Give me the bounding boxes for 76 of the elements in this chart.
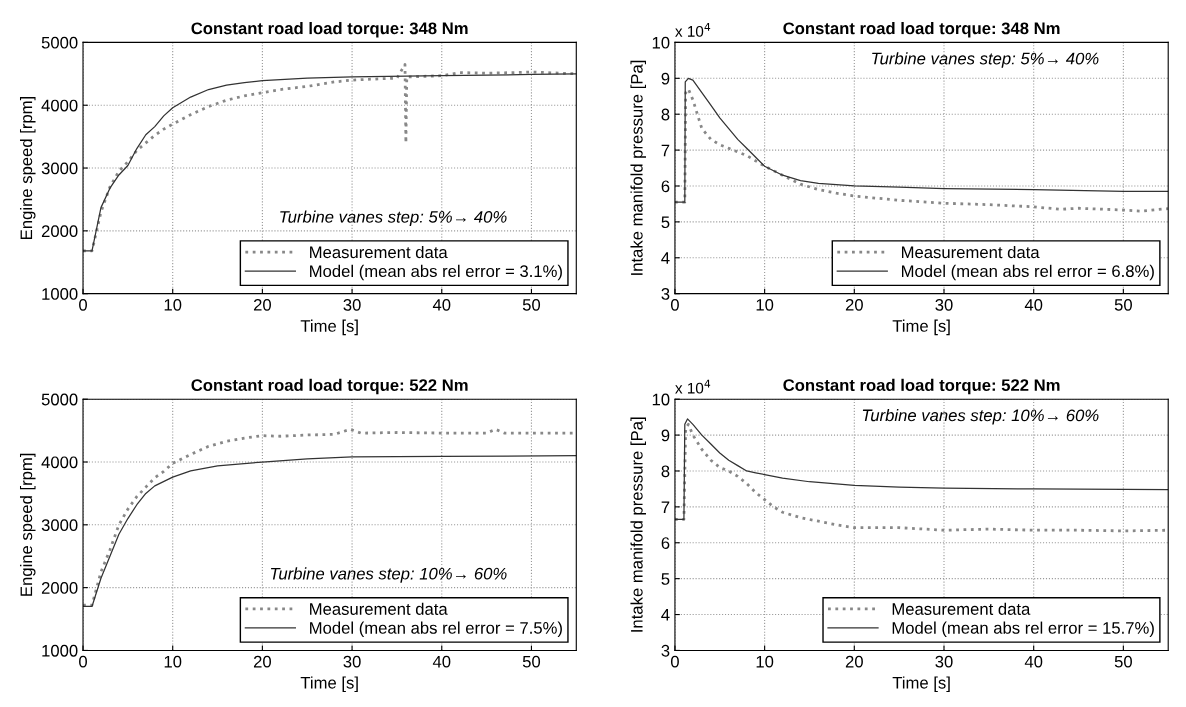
x-tick-label: 30 [343, 298, 361, 311]
y-tick-label: 10 [652, 36, 670, 49]
legend-label: Model (mean abs rel error = 3.1%) [310, 264, 562, 281]
x-tick-label: 20 [253, 298, 272, 311]
y-tick-label: 5 [661, 216, 670, 229]
y-tick-label: 8 [661, 108, 670, 121]
y-tick-label: 4000 [41, 99, 78, 112]
x-tick-label: 20 [845, 655, 863, 668]
y-tick-label: 5000 [41, 36, 78, 49]
y-tick-label: 3 [661, 644, 670, 657]
y-tick-label: 9 [661, 429, 670, 442]
x-tick-label: 10 [756, 298, 774, 311]
x-tick-label: 30 [935, 655, 953, 668]
y-tick-label: 4 [661, 252, 670, 264]
y-tick-label: 8 [661, 465, 670, 478]
x-tick-label: 50 [1114, 655, 1132, 668]
chart-title: Constant road load torque: 348 Nm [191, 22, 468, 38]
x-tick-label: 40 [432, 655, 451, 668]
x-tick-label: 30 [343, 655, 361, 668]
y-tick-label: 2000 [41, 225, 78, 238]
legend-label: Model (mean abs rel error = 7.5%) [310, 621, 562, 638]
legend-label: Measurement data [892, 602, 1031, 615]
annotation: Turbine vanes step: 5%→ 40% [872, 52, 1099, 68]
y-tick-label: 10 [652, 393, 670, 406]
y-axis-title: Intake manifold pressure [Pa] [630, 60, 646, 275]
y-tick-label: 3000 [41, 519, 78, 532]
y-tick-label: 2000 [41, 582, 78, 594]
legend-label: Measurement data [310, 602, 448, 615]
x-tick-label: 0 [79, 298, 87, 311]
x-tick-label: 10 [756, 655, 774, 668]
x-tick-label: 40 [1024, 655, 1043, 668]
text: x 10$^{4}$ [675, 379, 711, 394]
x-tick-label: 0 [670, 655, 679, 668]
x-axis-title: Time [s] [892, 319, 950, 336]
y-tick-label: 9 [661, 72, 670, 85]
y-tick-label: 5 [661, 573, 670, 585]
x-tick-label: 40 [432, 298, 451, 311]
x-tick-label: 50 [1114, 298, 1132, 311]
x-tick-label: 50 [522, 655, 541, 668]
x-tick-label: 50 [522, 298, 541, 311]
y-tick-label: 7 [661, 501, 670, 513]
y-tick-label: 1000 [42, 288, 78, 300]
x-axis-title: Time [s] [300, 676, 358, 692]
x-tick-label: 30 [935, 298, 953, 311]
y-tick-label: 1000 [42, 644, 78, 657]
x-tick-label: 0 [79, 655, 87, 668]
chart-title: Constant road load torque: 522 Nm [783, 378, 1060, 395]
x-axis-title: Time [s] [892, 676, 950, 692]
x-tick-label: 20 [845, 298, 863, 311]
y-tick-label: 5000 [41, 393, 78, 406]
y-axis-title: Engine speed [rpm] [19, 453, 36, 596]
y-tick-label: 7 [661, 144, 670, 157]
y-axis-title: Engine speed [rpm] [19, 96, 36, 239]
annotation: Turbine vanes step: 10%→ 60% [862, 409, 1099, 425]
y-tick-label: 3000 [41, 162, 78, 175]
text: x 10$^{4}$ [675, 22, 711, 37]
legend-label: Measurement data [901, 245, 1040, 259]
x-tick-label: 0 [670, 298, 679, 311]
legend-label: Model (mean abs rel error = 6.8%) [901, 264, 1154, 281]
annotation: Turbine vanes step: 10%→ 60% [270, 567, 507, 583]
y-tick-label: 6 [661, 180, 670, 193]
x-tick-label: 40 [1024, 298, 1043, 311]
y-tick-label: 4 [661, 609, 670, 621]
x-tick-label: 10 [164, 298, 182, 311]
chart-title: Constant road load torque: 522 Nm [191, 378, 468, 395]
y-tick-label: 6 [661, 537, 670, 549]
legend-label: Model (mean abs rel error = 15.7%) [892, 621, 1154, 638]
chart-title: Constant road load torque: 348 Nm [783, 22, 1060, 38]
y-axis-title: Intake manifold pressure [Pa] [630, 417, 646, 632]
y-tick-label: 3 [661, 288, 670, 300]
legend-label: Measurement data [310, 245, 448, 259]
x-tick-label: 20 [253, 655, 272, 668]
x-tick-label: 10 [164, 655, 182, 668]
y-tick-label: 4000 [41, 456, 78, 469]
annotation: Turbine vanes step: 5%→ 40% [280, 210, 507, 227]
x-axis-title: Time [s] [300, 319, 358, 336]
